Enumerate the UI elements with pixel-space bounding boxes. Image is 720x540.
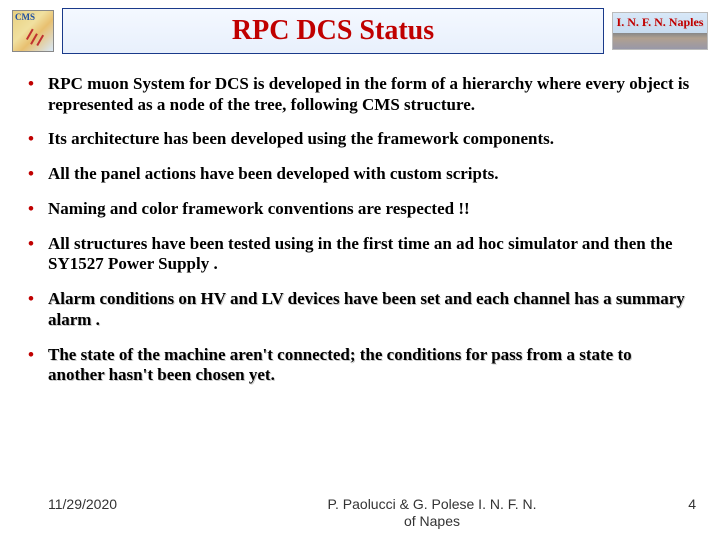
- infn-label: I. N. F. N. Naples: [617, 15, 704, 29]
- bullet-text: Its architecture has been developed usin…: [48, 129, 554, 150]
- bullet-text: RPC muon System for DCS is developed in …: [48, 74, 692, 115]
- bullet-marker-icon: •: [28, 74, 48, 115]
- bullet-text: All the panel actions have been develope…: [48, 164, 499, 185]
- footer-author: P. Paolucci & G. Polese I. N. F. N. of N…: [228, 496, 636, 530]
- bullet-marker-icon: •: [28, 129, 48, 150]
- bullet-item: •All structures have been tested using i…: [28, 234, 692, 275]
- bullet-item: •The state of the machine aren't connect…: [28, 345, 692, 386]
- bullet-item: •RPC muon System for DCS is developed in…: [28, 74, 692, 115]
- bullet-marker-icon: •: [28, 289, 48, 330]
- footer-line2: of Napes: [228, 513, 636, 530]
- infn-badge: I. N. F. N. Naples: [612, 12, 708, 50]
- cms-logo-label: CMS: [15, 12, 35, 22]
- title-bar: RPC DCS Status: [62, 8, 604, 54]
- bullet-marker-icon: •: [28, 234, 48, 275]
- bullet-item: •Its architecture has been developed usi…: [28, 129, 692, 150]
- slide-footer: 11/29/2020 P. Paolucci & G. Polese I. N.…: [0, 496, 720, 530]
- bullet-item: •Naming and color framework conventions …: [28, 199, 692, 220]
- slide-header: CMS RPC DCS Status I. N. F. N. Naples: [0, 0, 720, 58]
- bullet-item: •All the panel actions have been develop…: [28, 164, 692, 185]
- footer-page-number: 4: [636, 496, 696, 512]
- bullet-text: Naming and color framework conventions a…: [48, 199, 470, 220]
- bullet-marker-icon: •: [28, 164, 48, 185]
- bullet-text: Alarm conditions on HV and LV devices ha…: [48, 289, 692, 330]
- bullet-text: The state of the machine aren't connecte…: [48, 345, 692, 386]
- bullet-marker-icon: •: [28, 199, 48, 220]
- bullet-text: All structures have been tested using in…: [48, 234, 692, 275]
- bullet-list: •RPC muon System for DCS is developed in…: [0, 58, 720, 386]
- bullet-item: •Alarm conditions on HV and LV devices h…: [28, 289, 692, 330]
- footer-date: 11/29/2020: [48, 496, 228, 512]
- slide-title: RPC DCS Status: [232, 15, 434, 46]
- bullet-marker-icon: •: [28, 345, 48, 386]
- cms-logo: CMS: [12, 10, 54, 52]
- footer-line1: P. Paolucci & G. Polese I. N. F. N.: [228, 496, 636, 513]
